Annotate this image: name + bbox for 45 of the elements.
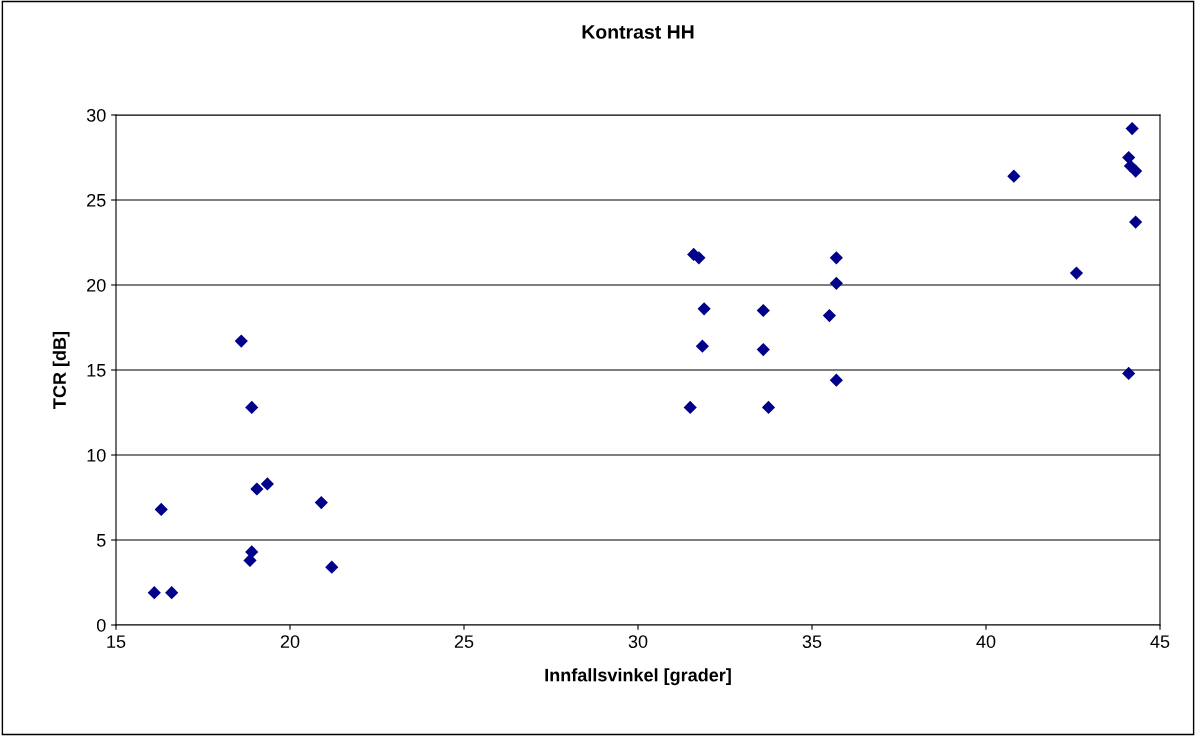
point	[1129, 164, 1143, 178]
point	[1129, 215, 1143, 229]
point	[1125, 122, 1139, 136]
y-tick-label: 10	[87, 448, 106, 462]
point	[250, 482, 264, 496]
point	[245, 400, 259, 414]
x-axis-title: Innfallsvinkel [grader]	[545, 668, 731, 686]
point	[325, 560, 339, 574]
x-tick-label: 40	[976, 635, 996, 648]
point	[829, 373, 843, 387]
point	[761, 400, 776, 414]
y-tick-label: 30	[86, 108, 106, 122]
point	[1069, 266, 1084, 280]
point	[234, 334, 248, 348]
point	[692, 251, 706, 265]
point	[260, 477, 274, 491]
y-tick-label: 25	[87, 193, 106, 207]
x-tick-label: 45	[1150, 635, 1170, 648]
point	[245, 545, 259, 559]
point	[314, 496, 328, 510]
point	[695, 339, 709, 353]
y-tick-label: 20	[87, 278, 106, 292]
x-tick-label: 30	[628, 635, 648, 648]
point	[1122, 366, 1136, 380]
point	[243, 553, 257, 567]
point	[1007, 169, 1021, 183]
point	[829, 276, 843, 290]
y-tick-label: 0	[96, 618, 106, 632]
x-tick-label: 25	[454, 635, 474, 648]
point	[822, 309, 836, 323]
point	[756, 343, 770, 357]
point	[165, 586, 179, 600]
y-tick-label: 15	[87, 364, 106, 377]
x-tick-label: 20	[280, 635, 300, 648]
x-tick-label: 35	[802, 635, 822, 648]
point	[683, 400, 697, 414]
point	[154, 502, 168, 516]
y-axis-title: TCR [dB]	[52, 331, 70, 409]
point	[147, 586, 161, 600]
x-tick-label: 15	[107, 635, 126, 648]
point	[829, 251, 843, 265]
y-tick-label: 5	[96, 534, 106, 547]
chart-title: Kontrast HH	[582, 25, 694, 39]
point	[756, 303, 770, 318]
point	[697, 302, 711, 316]
